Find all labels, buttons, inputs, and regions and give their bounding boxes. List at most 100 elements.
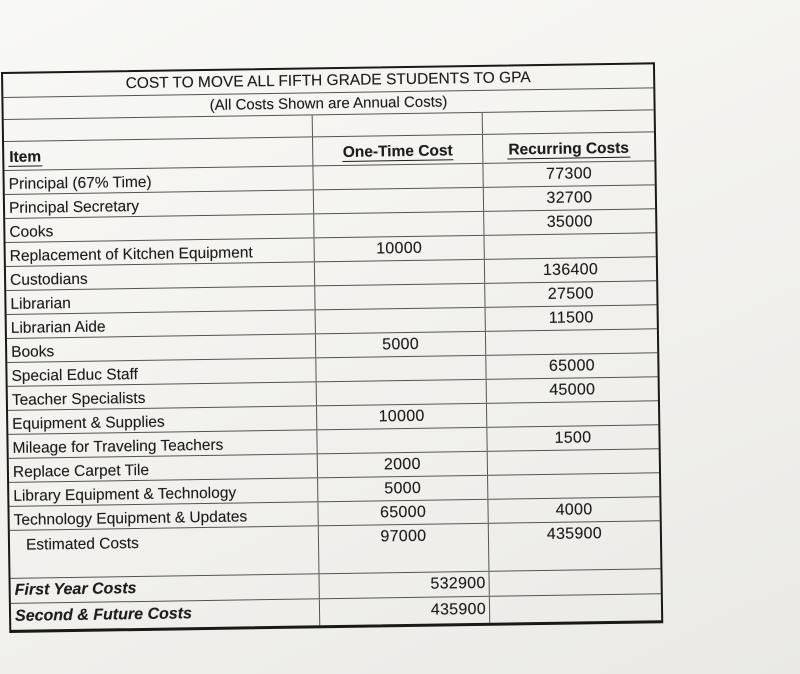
recurring-cost-cell: 77300: [482, 161, 655, 187]
item-cell: Librarian Aide: [7, 310, 315, 338]
one-time-cost-cell: [313, 211, 484, 238]
recurring-cost-cell: [485, 401, 659, 427]
recurring-cost-value: 65000: [548, 356, 596, 375]
one-time-cost-value: 97000: [380, 527, 427, 546]
recurring-cost-cell: [483, 233, 656, 259]
one-time-cost-value: 2000: [383, 455, 421, 473]
item-label: Principal Secretary: [8, 197, 140, 217]
item-cell: Mileage for Traveling Teachers: [8, 430, 316, 458]
recurring-cost-value: 1500: [554, 428, 592, 447]
item-label: Principal (67% Time): [8, 173, 152, 193]
one-time-cost-cell: [314, 283, 485, 310]
one-time-cost-value: 65000: [379, 503, 427, 521]
item-label: Estimated Costs: [25, 534, 139, 554]
one-time-cost-cell: 65000: [317, 499, 488, 526]
recurring-cost-cell: 4000: [487, 497, 660, 523]
item-cell: Library Equipment & Technology: [9, 478, 317, 506]
recurring-cost-cell: 35000: [483, 209, 656, 235]
one-time-cost-cell: 2000: [316, 451, 488, 478]
item-cell: First Year Costs: [11, 574, 319, 603]
recurring-cost-value: 45000: [549, 380, 596, 399]
one-time-cost-value: 532900: [430, 574, 486, 593]
item-label: Second & Future Costs: [14, 605, 193, 625]
recurring-cost-value: 27500: [547, 284, 594, 303]
one-time-cost-cell: 532900: [318, 571, 489, 599]
one-time-cost-value: 5000: [382, 335, 420, 353]
one-time-cost-value: 435900: [430, 600, 487, 619]
recurring-cost-value: 11500: [548, 308, 594, 327]
item-label: Custodians: [9, 270, 88, 289]
one-time-cost-cell: [312, 187, 484, 214]
recurring-cost-value: 35000: [546, 212, 593, 231]
spacer-cell: [311, 112, 482, 137]
one-time-cost-value: 5000: [384, 479, 422, 497]
recurring-cost-cell: 136400: [483, 257, 657, 283]
one-time-cost-cell: [315, 379, 486, 406]
one-time-cost-cell: 5000: [314, 331, 486, 358]
item-cell: Books: [7, 334, 315, 362]
recurring-cost-cell: 32700: [482, 185, 656, 211]
table-subtitle: (All Costs Shown are Annual Costs): [209, 93, 448, 114]
one-time-cost-value: 10000: [378, 407, 425, 425]
scanned-cost-table: COST TO MOVE ALL FIFTH GRADE STUDENTS TO…: [1, 62, 664, 633]
item-label: First Year Costs: [14, 580, 137, 599]
item-cell: Principal (67% Time): [4, 166, 312, 194]
item-cell: Principal Secretary: [5, 190, 313, 218]
item-cell: Custodians: [6, 262, 314, 290]
table-body: Principal (67% Time) 77300 Principal Secre…: [4, 161, 661, 555]
item-label: Books: [11, 342, 55, 361]
recurring-cost-value: 136400: [542, 260, 599, 279]
recurring-cost-value: 77300: [545, 164, 593, 183]
one-time-cost-cell: [312, 163, 483, 190]
recurring-cost-cell: 27500: [484, 281, 657, 307]
one-time-cost-cell: 10000: [313, 235, 484, 262]
recurring-cost-cell: [487, 473, 660, 499]
one-time-cost-cell: 10000: [315, 403, 487, 430]
recurring-cost-cell: 65000: [485, 353, 658, 379]
item-label: Cooks: [9, 222, 54, 241]
item-label: Technology Equipment & Updates: [13, 507, 248, 529]
item-cell: Special Educ Staff: [7, 358, 315, 386]
item-cell: Technology Equipment & Updates: [9, 502, 317, 530]
recurring-cost-value: 435900: [546, 525, 603, 543]
column-header-one-time-cost-cell: One-Time Cost: [312, 134, 483, 166]
recurring-cost-cell: [484, 329, 658, 355]
table-summary: First Year Costs 532900 Second & Future Co…: [10, 569, 662, 630]
item-label: Special Educ Staff: [11, 365, 139, 385]
table-title: COST TO MOVE ALL FIFTH GRADE STUDENTS TO…: [125, 68, 531, 92]
item-cell: Teacher Specialists: [8, 382, 316, 410]
item-label: Librarian Aide: [10, 317, 106, 337]
recurring-cost-cell: [486, 449, 660, 475]
recurring-cost-cell: [488, 594, 662, 623]
item-label: Replacement of Kitchen Equipment: [9, 243, 253, 265]
one-time-cost-cell: [313, 259, 485, 286]
one-time-cost-cell: [314, 307, 485, 334]
recurring-cost-cell: 435900: [487, 521, 661, 548]
recurring-cost-cell: 11500: [484, 305, 657, 331]
recurring-cost-cell: 45000: [485, 377, 658, 403]
item-label: Teacher Specialists: [11, 389, 146, 409]
item-label: Equipment & Supplies: [12, 413, 165, 433]
item-cell: Cooks: [5, 214, 313, 242]
item-label: Replace Carpet Tile: [12, 461, 150, 481]
item-cell: Replacement of Kitchen Equipment: [6, 238, 314, 266]
column-header-recurring-costs-cell: Recurring Costs: [481, 132, 655, 163]
item-cell: Replace Carpet Tile: [9, 454, 317, 482]
one-time-cost-value: 10000: [376, 239, 423, 257]
spacer-cell: [488, 545, 661, 571]
item-cell: Librarian: [6, 286, 314, 314]
one-time-cost-cell: 97000: [317, 523, 489, 551]
item-label: Library Equipment & Technology: [13, 484, 237, 505]
spacer-cell: [10, 550, 318, 578]
one-time-cost-cell: [315, 355, 486, 382]
column-header-item: Item: [8, 147, 43, 167]
item-cell: Equipment & Supplies: [8, 406, 316, 434]
column-header-one-time-cost: One-Time Cost: [341, 141, 454, 162]
one-time-cost-cell: 5000: [317, 475, 488, 502]
spacer-cell: [481, 110, 654, 134]
item-label: Mileage for Traveling Teachers: [12, 436, 224, 457]
item-cell: Second & Future Costs: [11, 599, 319, 630]
recurring-cost-cell: [488, 569, 661, 596]
spacer-cell: [318, 547, 489, 574]
column-header-item-cell: Item: [4, 137, 312, 170]
